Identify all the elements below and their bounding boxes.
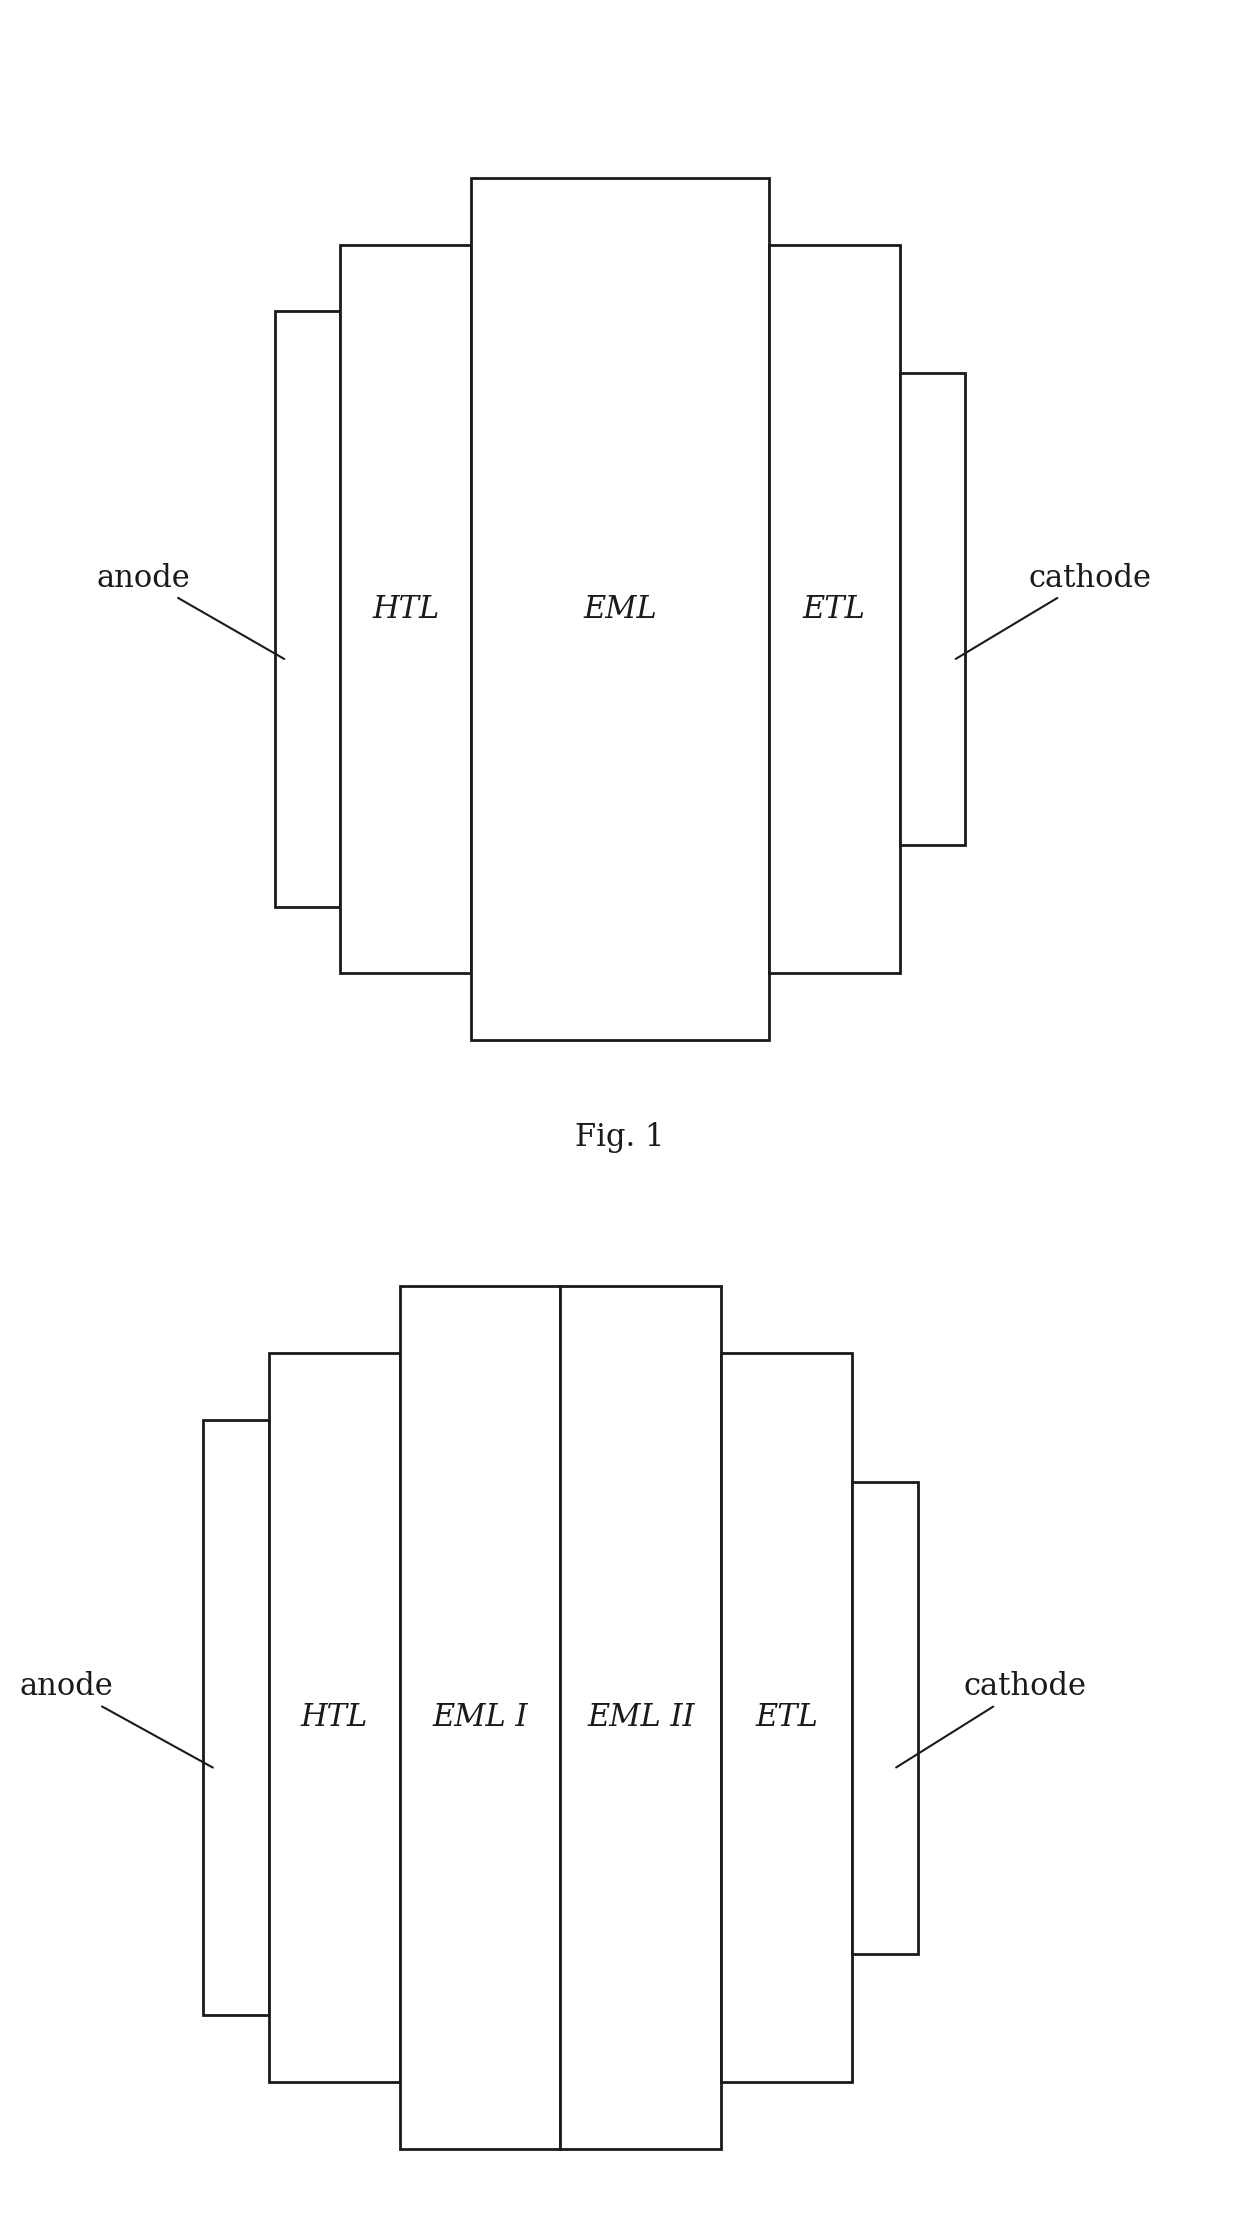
- Text: Fig. 1: Fig. 1: [575, 1123, 665, 1154]
- Text: EML I: EML I: [433, 1701, 528, 1732]
- Text: cathode: cathode: [897, 1670, 1086, 1768]
- Bar: [275, 311, 340, 907]
- Text: anode: anode: [97, 563, 284, 658]
- Text: EML II: EML II: [587, 1701, 694, 1732]
- Bar: [722, 1352, 852, 2082]
- Bar: [769, 245, 900, 974]
- Text: HTL: HTL: [300, 1701, 368, 1732]
- Text: ETL: ETL: [802, 594, 866, 625]
- Text: EML: EML: [583, 594, 657, 625]
- Bar: [269, 1352, 399, 2082]
- Text: anode: anode: [20, 1670, 213, 1768]
- Text: HTL: HTL: [372, 594, 439, 625]
- Bar: [471, 178, 769, 1041]
- Text: ETL: ETL: [755, 1701, 818, 1732]
- Bar: [340, 245, 471, 974]
- Bar: [900, 374, 965, 845]
- Bar: [560, 1285, 722, 2148]
- Text: cathode: cathode: [956, 563, 1152, 658]
- Bar: [852, 1481, 918, 1953]
- Bar: [399, 1285, 560, 2148]
- Bar: [203, 1419, 269, 2015]
